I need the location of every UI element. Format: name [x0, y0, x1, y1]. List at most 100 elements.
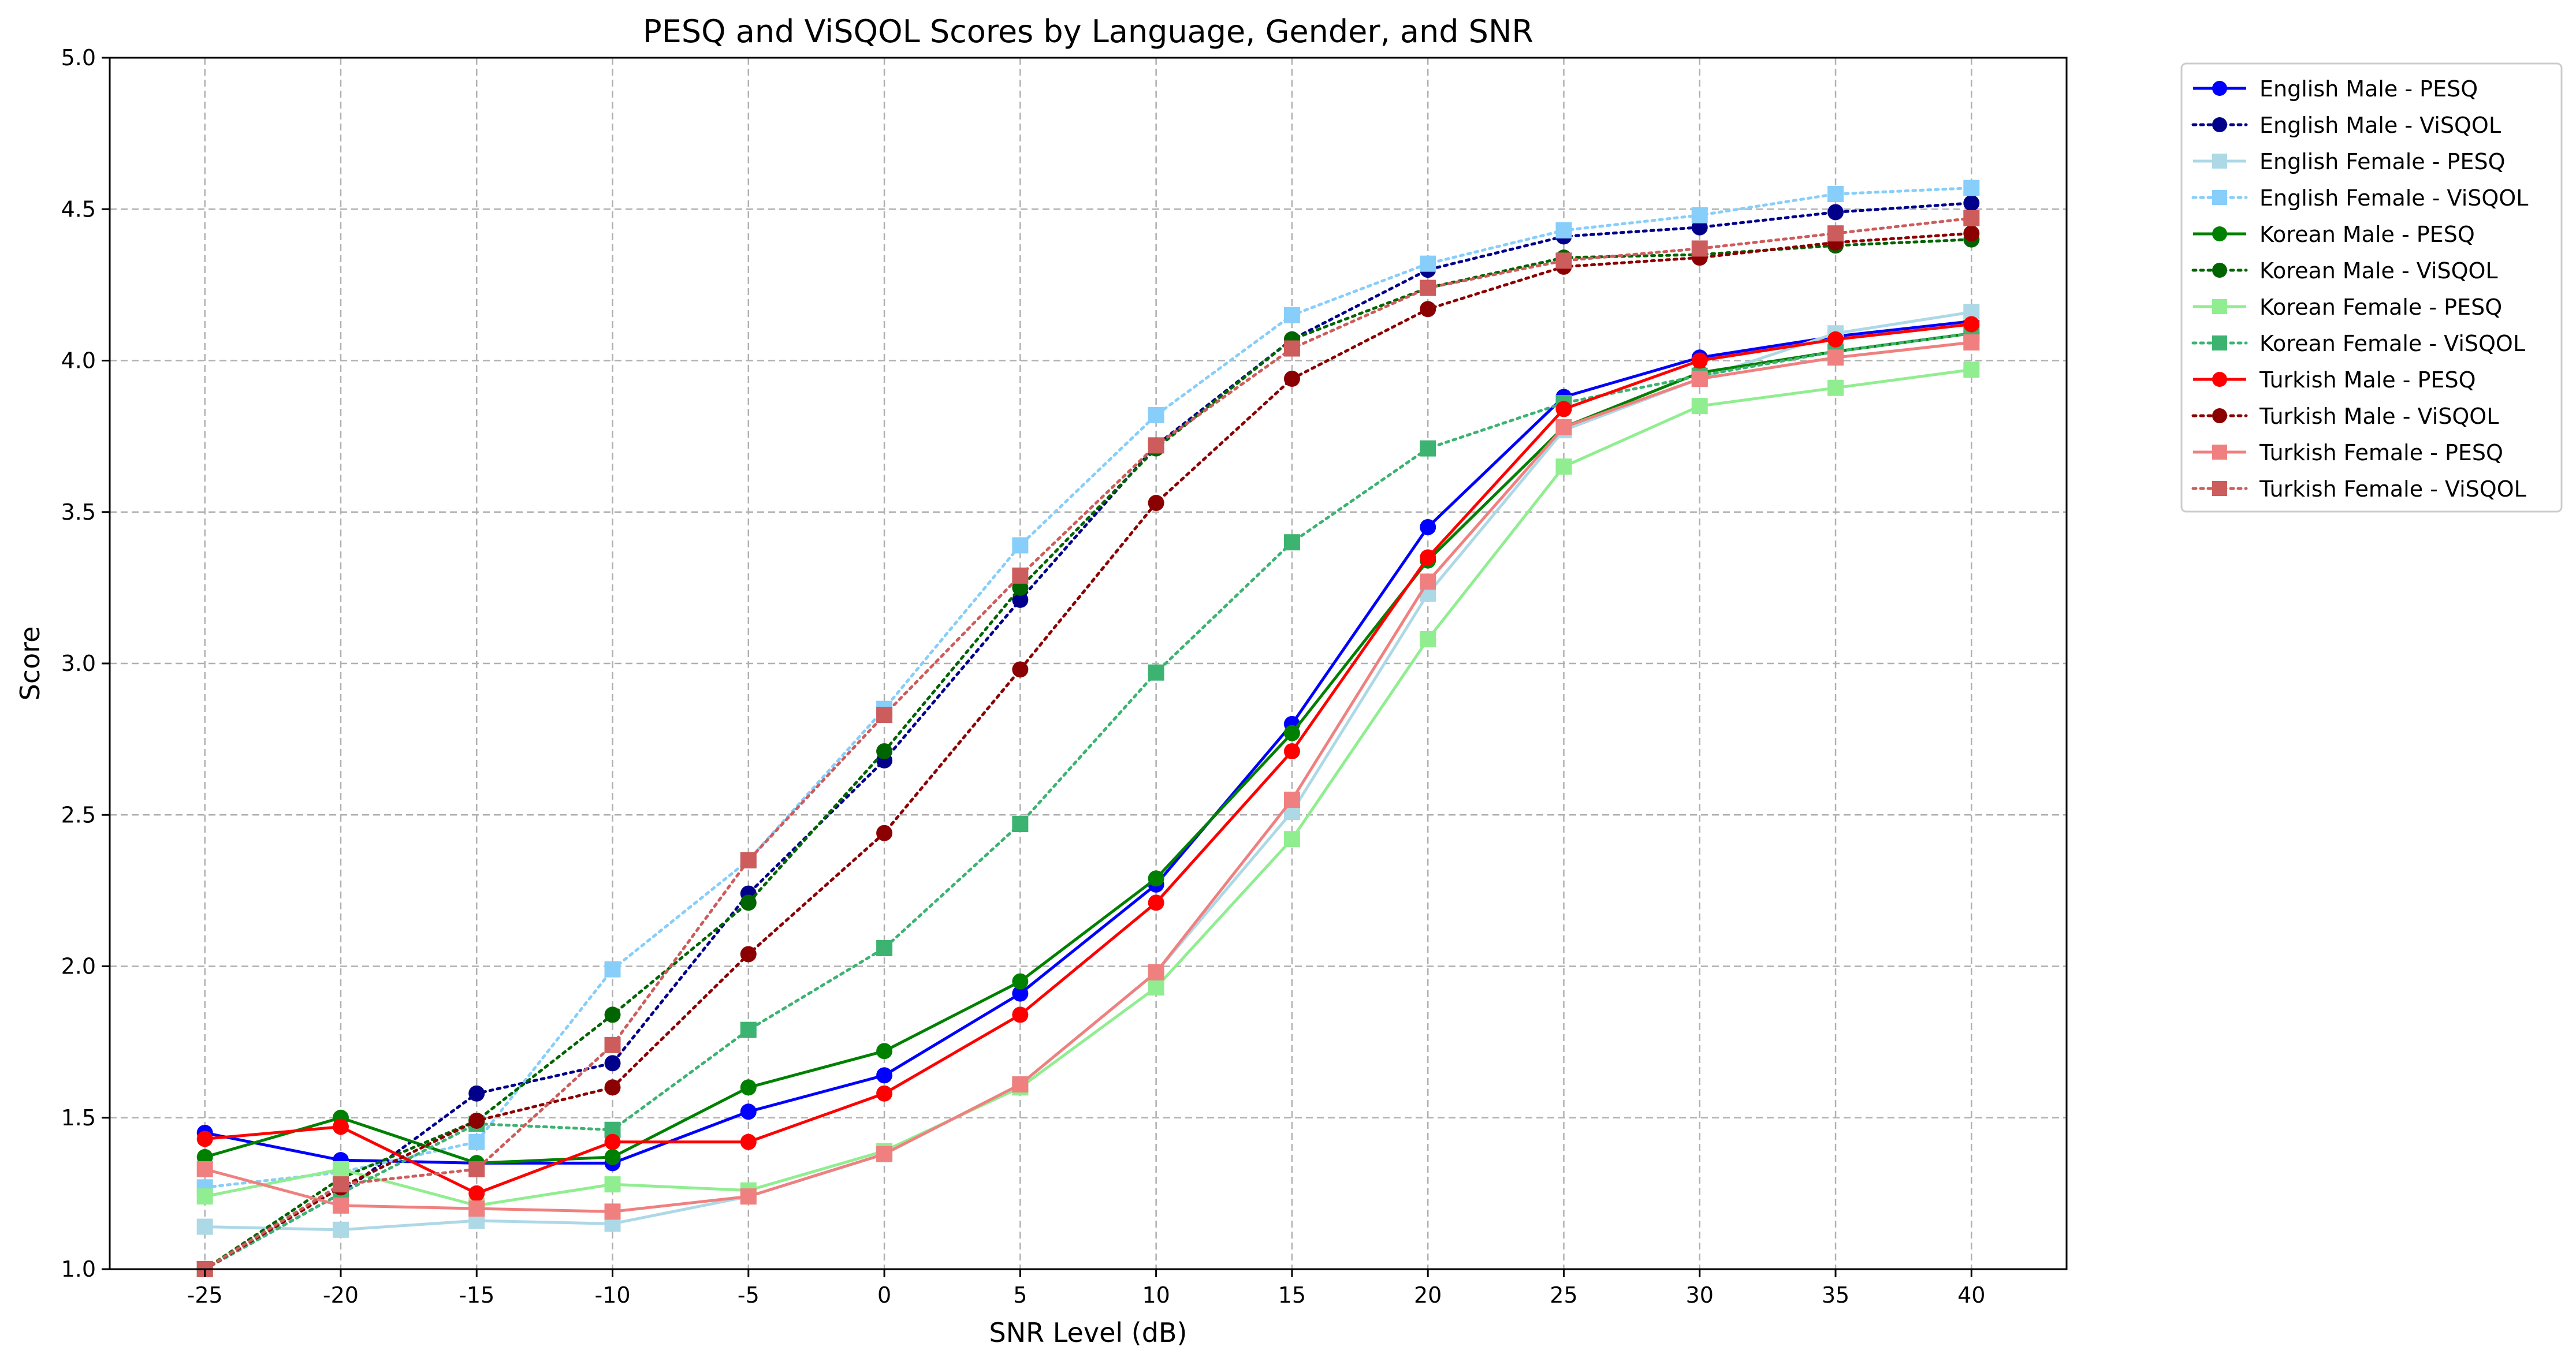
data-point [1148, 870, 1164, 887]
series-line [203, 202, 1973, 1271]
data-point [1827, 204, 1844, 221]
series-turkish-female-pesq [196, 334, 1980, 1220]
data-point [1420, 301, 1436, 318]
x-tick-label: 25 [1550, 1282, 1577, 1308]
series-line [204, 341, 1972, 1213]
data-point [1283, 743, 1300, 760]
x-tick-label: -10 [594, 1282, 630, 1308]
legend-item: Turkish Male - ViSQOL [2191, 404, 2499, 429]
legend-label: English Female - PESQ [2259, 149, 2506, 174]
data-point [1420, 631, 1436, 648]
data-point [196, 1218, 213, 1235]
legend-box [2180, 62, 2563, 513]
data-point [332, 1176, 349, 1193]
y-tick-label: 4.5 [61, 196, 96, 222]
y-tick-label: 1.5 [61, 1105, 96, 1131]
data-point [332, 1161, 349, 1177]
data-point [1420, 279, 1436, 296]
data-point [604, 1176, 621, 1193]
data-point [876, 825, 893, 841]
data-point [1283, 534, 1300, 551]
y-tick-label: 3.5 [61, 499, 96, 525]
data-point [740, 1133, 757, 1150]
data-point [1691, 207, 1708, 223]
legend-marker [2212, 226, 2227, 241]
data-point [1691, 240, 1708, 257]
data-point [1420, 549, 1436, 566]
y-axis-label: Score [14, 626, 46, 701]
legend-label: Turkish Male - ViSQOL [2259, 404, 2499, 429]
data-point [468, 1133, 485, 1150]
data-point [604, 1006, 621, 1023]
series-layer [196, 180, 1980, 1277]
legend-marker [2212, 335, 2227, 350]
series-line [203, 331, 1973, 1271]
data-point [604, 961, 621, 978]
data-point [196, 1188, 213, 1205]
series-line [204, 331, 1972, 1165]
legend-label: Korean Female - PESQ [2259, 294, 2502, 320]
data-point [1827, 225, 1844, 242]
data-point [1283, 831, 1300, 848]
legend-label: Turkish Female - ViSQOL [2259, 476, 2526, 502]
series-turkish-female-visqol [196, 210, 1980, 1277]
series-line [203, 238, 1973, 1271]
series-line [203, 232, 1973, 1271]
legend-label: Turkish Female - PESQ [2259, 440, 2503, 465]
data-point [1963, 195, 1980, 211]
legend-item: Turkish Female - ViSQOL [2191, 476, 2526, 502]
y-tick-label: 4.0 [61, 348, 96, 374]
data-point [1148, 406, 1164, 423]
data-point [1148, 894, 1164, 911]
data-point [332, 1221, 349, 1238]
data-point [1963, 210, 1980, 226]
x-tick-label: -20 [323, 1282, 359, 1308]
data-point [876, 743, 893, 760]
legend: English Male - PESQ English Male - ViSQOL… [2180, 62, 2563, 513]
legend-item: Turkish Female - PESQ [2193, 440, 2503, 465]
data-point [604, 1055, 621, 1072]
data-point [740, 1079, 757, 1096]
legend-marker [2212, 299, 2227, 314]
data-point [1555, 252, 1572, 269]
x-tick-label: 10 [1142, 1282, 1170, 1308]
data-point [876, 707, 893, 723]
data-point [196, 1161, 213, 1177]
x-tick-label: 20 [1414, 1282, 1442, 1308]
chart-title: PESQ and ViSQOL Scores by Language, Gend… [643, 13, 1533, 50]
data-point [332, 1197, 349, 1214]
data-point [1555, 401, 1572, 417]
data-point [468, 1185, 485, 1202]
data-point [604, 1036, 621, 1053]
axes: -25 -20 -15 -10 -5 0 5 10 15 20 25 30 35 40 1.0 1.5 2.0 2… [61, 45, 1986, 1308]
data-point [1283, 725, 1300, 741]
data-point [1963, 180, 1980, 196]
x-tick-label: 30 [1686, 1282, 1714, 1308]
data-point [1420, 255, 1436, 272]
series-line [204, 323, 1972, 1195]
legend-label: Korean Male - ViSQOL [2259, 258, 2498, 284]
x-tick-label: -15 [459, 1282, 494, 1308]
legend-label: Turkish Male - PESQ [2259, 367, 2476, 393]
y-tick-label: 2.5 [61, 802, 96, 827]
data-point [1283, 340, 1300, 357]
x-tick-label: 35 [1822, 1282, 1849, 1308]
y-tick-label: 2.0 [61, 954, 96, 979]
legend-label: English Male - ViSQOL [2259, 113, 2501, 138]
data-point [468, 1112, 485, 1129]
x-axis-label: SNR Level (dB) [989, 1317, 1188, 1348]
data-point [468, 1085, 485, 1102]
data-point [468, 1200, 485, 1217]
legend-marker [2212, 117, 2227, 132]
legend-marker [2212, 372, 2227, 387]
data-point [876, 940, 893, 957]
data-point [1283, 792, 1300, 808]
data-point [1827, 379, 1844, 396]
legend-item: Korean Male - PESQ [2193, 222, 2475, 247]
legend-marker [2212, 445, 2227, 460]
data-point [1555, 419, 1572, 435]
data-point [1963, 316, 1980, 333]
data-point [1012, 973, 1029, 990]
data-point [740, 852, 757, 868]
data-point [1148, 964, 1164, 980]
